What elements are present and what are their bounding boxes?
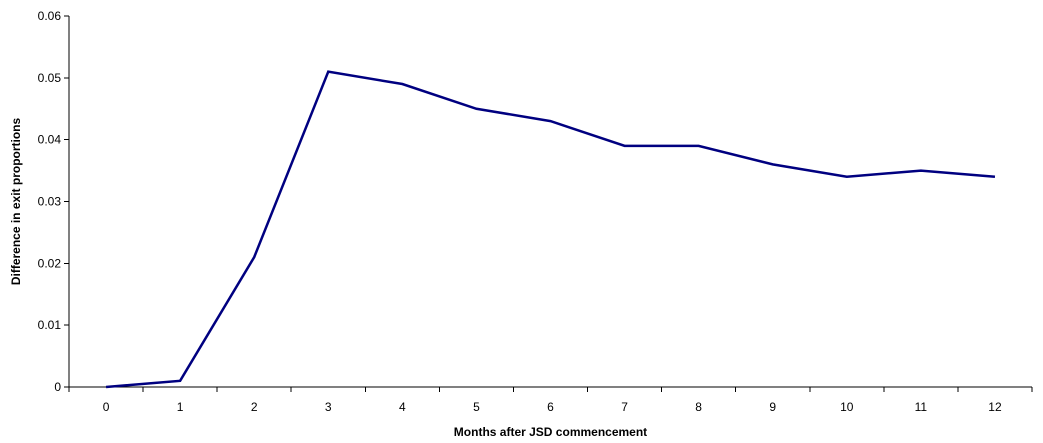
y-tick-label: 0.03 [38,195,62,209]
x-tick-label: 10 [840,400,854,414]
x-tick-label: 6 [547,400,554,414]
x-tick-label: 2 [251,400,258,414]
y-tick-label: 0.02 [38,256,62,270]
x-tick-label: 12 [988,400,1002,414]
y-axis-title: Difference in exit proportions [9,117,23,285]
y-tick-label: 0.04 [38,133,62,147]
y-tick-label: 0.05 [38,71,62,85]
x-tick-label: 1 [177,400,184,414]
x-tick-label: 3 [325,400,332,414]
x-axis-ticks: 0 1 2 3 4 5 6 7 8 9 10 11 12 [68,387,1033,414]
x-tick-label: 0 [103,400,110,414]
y-tick-label: 0.01 [38,318,62,332]
x-tick-label: 9 [769,400,776,414]
y-axis-ticks: 0 0.01 0.02 0.03 0.04 0.05 0.06 [38,9,69,394]
series-group [105,70,996,389]
x-tick-label: 11 [915,400,928,414]
series-line [105,70,996,389]
x-tick-label: 7 [621,400,628,414]
x-tick-label: 5 [473,400,480,414]
x-axis-title: Months after JSD commencement [454,425,647,439]
y-tick-label: 0 [54,380,61,394]
y-tick-label: 0.06 [38,9,62,23]
x-tick-label: 8 [695,400,702,414]
x-tick-label: 4 [399,400,406,414]
